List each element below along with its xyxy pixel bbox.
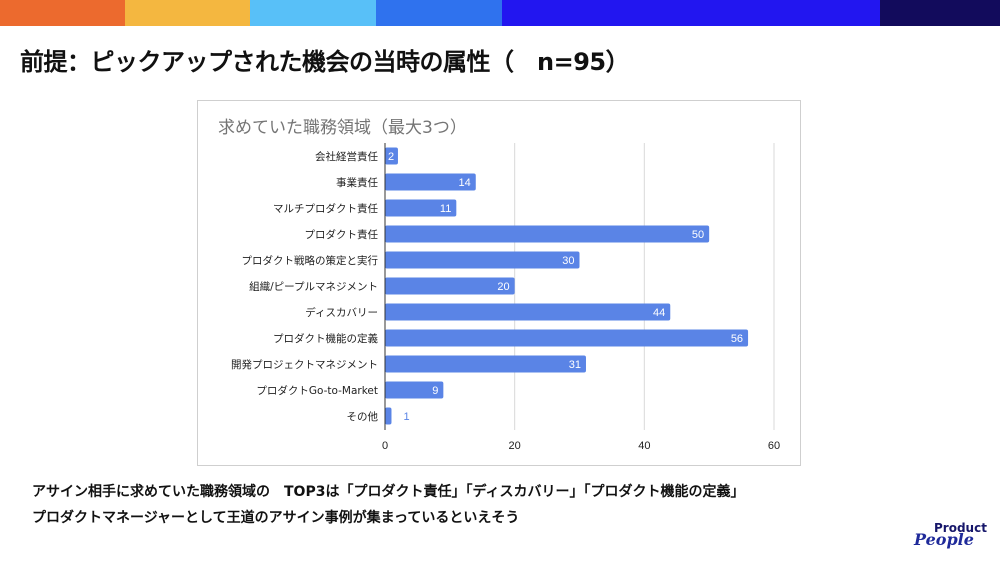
logo-text-product: Product bbox=[934, 521, 987, 535]
bar bbox=[385, 407, 392, 425]
category-label: プロダクト責任 bbox=[305, 228, 379, 241]
band-segment-navy bbox=[880, 0, 1000, 26]
band-segment-yellow bbox=[125, 0, 250, 26]
category-label: その他 bbox=[347, 410, 379, 423]
bar bbox=[385, 303, 671, 321]
bar bbox=[385, 225, 710, 243]
bar-value-label: 20 bbox=[497, 281, 509, 293]
product-people-logo: Product People bbox=[914, 521, 990, 551]
x-tick-label: 0 bbox=[382, 440, 388, 452]
bar-value-label: 56 bbox=[731, 333, 743, 345]
band-segment-orange bbox=[0, 0, 125, 26]
category-label: 組織/ピープルマネジメント bbox=[249, 280, 378, 293]
band-segment-blue bbox=[376, 0, 502, 26]
bar bbox=[385, 329, 749, 347]
summary-line-1: アサイン相手に求めていた職務領域の TOP3は「プロダクト責任」「ディスカバリー… bbox=[32, 484, 745, 500]
bar bbox=[385, 173, 476, 191]
bar-value-label: 11 bbox=[440, 203, 451, 215]
category-label: ディスカバリー bbox=[305, 306, 378, 319]
bar bbox=[385, 277, 515, 295]
category-label: 事業責任 bbox=[336, 176, 378, 189]
band-segment-indigo bbox=[502, 0, 880, 26]
bar-value-label: 30 bbox=[562, 255, 574, 267]
bar bbox=[385, 355, 586, 373]
category-label: 開発プロジェクトマネジメント bbox=[231, 358, 378, 371]
bar-value-label: 31 bbox=[569, 359, 581, 371]
category-label: プロダクト戦略の策定と実行 bbox=[242, 254, 379, 267]
bar-value-label: 9 bbox=[432, 385, 438, 397]
x-tick-label: 40 bbox=[638, 440, 650, 452]
bar-value-label: 14 bbox=[459, 177, 471, 189]
logo-text-people: People bbox=[914, 530, 974, 549]
bar-value-label: 2 bbox=[388, 151, 394, 163]
category-label: プロダクトGo-to-Market bbox=[256, 384, 378, 397]
category-label: プロダクト機能の定義 bbox=[273, 332, 378, 345]
category-label: マルチプロダクト責任 bbox=[273, 202, 378, 215]
x-tick-label: 60 bbox=[768, 440, 780, 452]
bar bbox=[385, 381, 444, 399]
bar-value-label: 44 bbox=[653, 307, 665, 319]
chart-title: 求めていた職務領域（最大3つ） bbox=[218, 118, 467, 138]
page-title: 前提：ピックアップされた機会の当時の属性（ n=95） bbox=[20, 48, 630, 76]
summary-line-2: プロダクトマネージャーとして王道のアサイン事例が集まっているといえそう bbox=[32, 510, 520, 526]
x-tick-label: 20 bbox=[509, 440, 521, 452]
bar-value-label: 1 bbox=[403, 411, 409, 423]
bar bbox=[385, 199, 457, 217]
category-label: 会社経営責任 bbox=[315, 150, 378, 163]
bar bbox=[385, 251, 580, 269]
bar bbox=[385, 147, 398, 165]
bar-value-label: 50 bbox=[692, 229, 704, 241]
band-segment-light-blue bbox=[250, 0, 376, 26]
top-color-band bbox=[0, 0, 1000, 26]
